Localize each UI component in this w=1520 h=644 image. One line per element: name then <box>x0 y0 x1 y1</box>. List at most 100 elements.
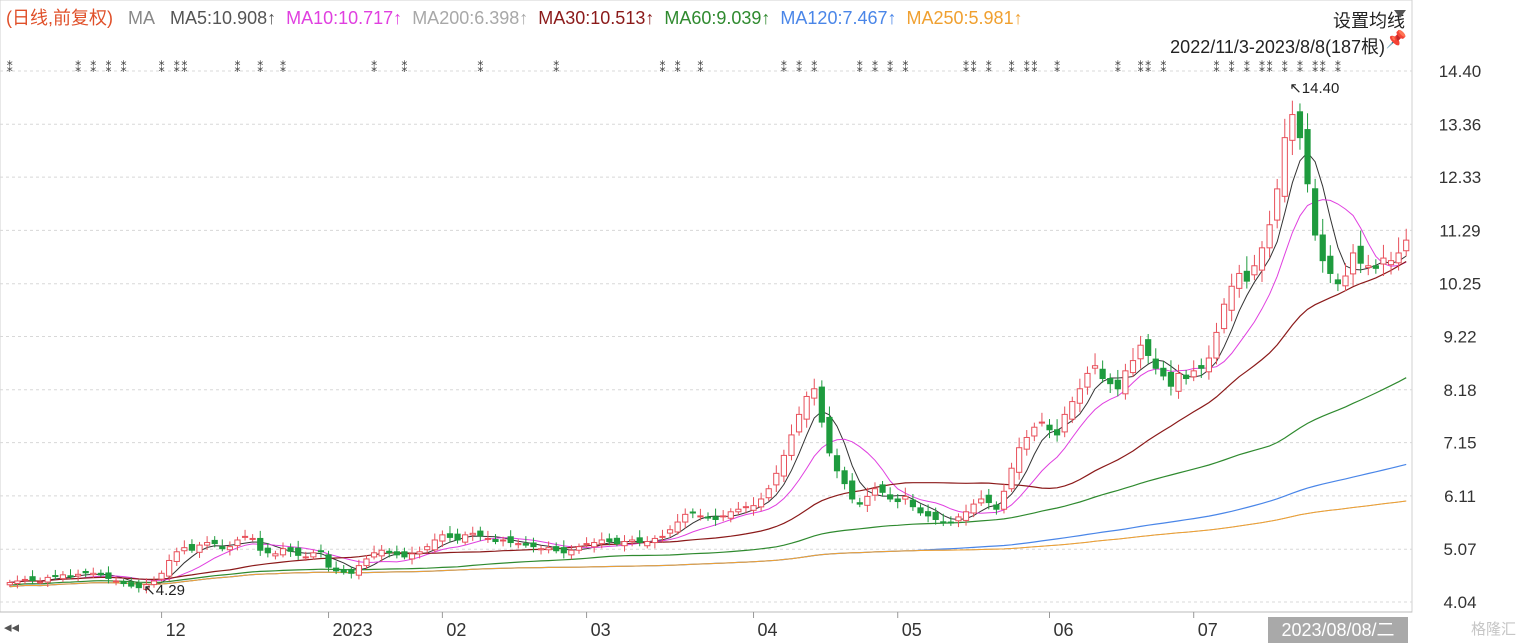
signal-marker: ⁑ <box>121 60 127 75</box>
candle-body <box>887 494 894 500</box>
crosshair-date-label: 2023/08/08/二 <box>1268 617 1408 643</box>
legend-items: MA5:10.908↑ MA10:10.717↑ MA200:6.398↑ MA30:… <box>170 8 1033 28</box>
candle-body <box>67 575 74 578</box>
candle-body <box>1327 255 1334 274</box>
candle-body <box>727 511 734 519</box>
candle-body <box>666 529 674 534</box>
candle-body <box>1228 285 1235 311</box>
candle-body <box>44 576 51 583</box>
candle-body <box>924 511 932 517</box>
candle-body <box>1008 467 1015 490</box>
signal-marker: ⁑ <box>401 60 407 75</box>
settings-ma-button[interactable]: 设置均线 <box>1333 11 1405 31</box>
candle-body <box>219 546 226 550</box>
signal-marker: ⁑ <box>887 60 893 75</box>
y-tick-label: 7.15 <box>1443 434 1476 453</box>
x-tick-label: 12 <box>166 620 186 640</box>
candle-body <box>158 572 165 580</box>
candle-body <box>272 553 279 557</box>
x-tick-label: 07 <box>1198 620 1218 640</box>
candle-body <box>1312 188 1319 236</box>
signal-marker: ⁑ <box>1145 60 1151 75</box>
candle-body <box>59 574 67 580</box>
candle-body <box>553 546 560 552</box>
candle-body <box>712 516 719 520</box>
ma-lines <box>9 151 1407 588</box>
candle-body <box>1137 344 1144 360</box>
candle-body <box>1069 401 1076 420</box>
ma-line <box>9 463 1407 588</box>
candle-body <box>1091 365 1099 369</box>
candle-body <box>955 516 962 522</box>
candle-body <box>598 539 605 545</box>
candle-body <box>795 413 803 433</box>
candle-body <box>902 495 909 500</box>
candle-body <box>1289 114 1296 141</box>
candle-body <box>697 515 704 518</box>
price-annotation: ↖4.29 <box>143 582 185 599</box>
date-range-label: 2022/11/3-2023/8/8(187根) <box>1170 37 1385 57</box>
candle-body <box>644 541 651 547</box>
candle-body <box>226 546 233 551</box>
candle-body <box>932 511 939 520</box>
signal-marker: ⁑ <box>963 60 969 75</box>
signal-marker: ⁑ <box>371 60 377 75</box>
candle-body <box>52 575 59 578</box>
candle-body <box>1167 372 1175 387</box>
candle-body <box>985 494 992 504</box>
candle-body <box>773 472 780 486</box>
candle-body <box>811 388 818 399</box>
candle-body <box>378 549 385 557</box>
candle-body <box>393 551 400 556</box>
candle-body <box>477 530 484 537</box>
candle-body <box>606 538 613 543</box>
candle-body <box>788 434 795 456</box>
candle-body <box>1296 111 1304 139</box>
y-tick-label: 11.29 <box>1439 221 1480 240</box>
candle-body <box>613 537 621 545</box>
candle-body <box>21 578 29 581</box>
candle-body <box>591 542 598 548</box>
signal-marker: ⁑ <box>811 60 817 75</box>
candle-body <box>1281 137 1288 197</box>
signal-marker: ⁑ <box>1115 60 1121 75</box>
signal-marker: ⁑ <box>1024 60 1030 75</box>
pin-icon[interactable]: 📌 <box>1385 30 1407 49</box>
candle-body <box>629 539 636 543</box>
candle-body <box>462 534 469 543</box>
candle-body <box>1251 265 1258 276</box>
y-tick-label: 5.07 <box>1443 540 1476 559</box>
x-tick-label: 2023 <box>333 620 373 640</box>
candle-body <box>1266 224 1273 249</box>
candle-body <box>575 546 583 551</box>
candle-body <box>424 546 431 551</box>
candle-body <box>1107 378 1114 385</box>
candle-body <box>1395 252 1402 264</box>
candle-body <box>826 416 833 454</box>
candle-body <box>537 548 545 551</box>
candle-body <box>128 582 135 587</box>
candle-body <box>333 567 340 572</box>
annotations: ↖14.40 ↖4.29 <box>143 80 1339 599</box>
signal-marker: ⁑ <box>781 60 787 75</box>
signal-marker: ⁑ <box>1335 60 1341 75</box>
y-tick-label: 12.33 <box>1439 168 1482 187</box>
candle-body <box>522 543 529 546</box>
candle-body <box>1403 239 1410 252</box>
candle-body <box>940 521 947 524</box>
y-tick-label: 8.18 <box>1443 381 1476 400</box>
candle-body <box>370 552 378 558</box>
chevron-down-icon[interactable] <box>1394 10 1406 18</box>
x-tick-label: 06 <box>1054 620 1074 640</box>
candle-body <box>1220 303 1228 330</box>
scroll-left-icon[interactable]: ◂◂ <box>4 619 20 636</box>
candle-body <box>469 532 476 536</box>
candle-body <box>135 582 142 589</box>
candle-body <box>841 470 848 485</box>
legend-mode: (日线,前复权) <box>6 8 113 28</box>
candle-body <box>279 548 287 556</box>
candle-body <box>120 581 127 585</box>
signal-marker: ⁑ <box>234 60 240 75</box>
signal-marker: ⁑ <box>7 60 13 75</box>
